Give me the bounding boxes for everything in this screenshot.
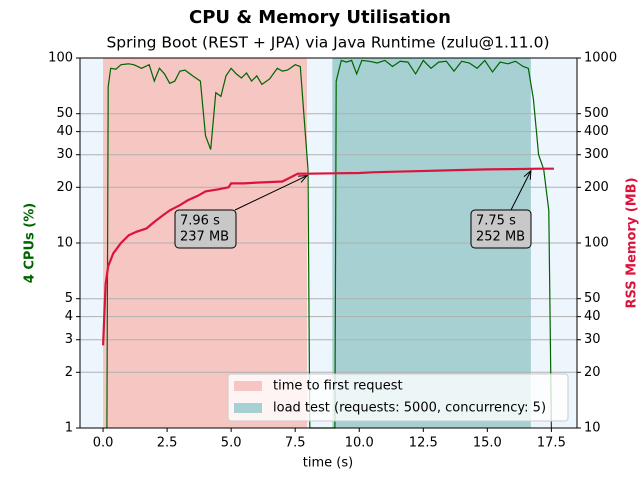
plot-frame: [79, 57, 578, 429]
y2-tick-label: 300: [584, 147, 609, 162]
y-tick-label: 40: [56, 124, 73, 139]
annotation-arrow: [234, 175, 308, 211]
y2-tick-label: 400: [584, 124, 609, 139]
x-tick-label: 0.0: [93, 436, 114, 451]
y2-tick-label: 40: [584, 309, 601, 324]
arrow-head: [523, 169, 532, 180]
y-tick-label: 4: [65, 309, 73, 324]
y-tick-label: 20: [56, 180, 73, 195]
x-tick-label: 2.5: [157, 436, 178, 451]
y2-tick-label: 30: [584, 332, 601, 347]
x-tick-label: 5.0: [221, 436, 242, 451]
legend-swatch: [234, 403, 262, 413]
y-tick-label: 30: [56, 147, 73, 162]
annotation-text: 7.96 s: [180, 214, 220, 229]
y-axis-label: 4 CPUs (%): [23, 203, 38, 283]
annotation-text: 7.75 s: [476, 214, 516, 229]
arrow-head: [297, 175, 309, 183]
y-tick-label: 3: [65, 332, 73, 347]
series-line: [106, 59, 552, 429]
x-tick-label: 12.5: [409, 436, 438, 451]
y2-tick-label: 200: [584, 180, 609, 195]
annotation-arrow: [510, 170, 532, 211]
chart-title: CPU & Memory Utilisation: [189, 7, 451, 28]
y2-tick-label: 100: [584, 236, 609, 251]
y-tick-label: 50: [56, 106, 73, 121]
y-tick-label: 5: [65, 291, 73, 306]
y-tick-label: 100: [48, 51, 73, 66]
x-tick-label: 10.0: [345, 436, 374, 451]
legend-label: load test (requests: 5000, concurrency: …: [273, 401, 546, 416]
chart-subtitle: Spring Boot (REST + JPA) via Java Runtim…: [106, 34, 549, 52]
x-tick-label: 15.0: [473, 436, 502, 451]
y2-tick-label: 20: [584, 365, 601, 380]
y2-tick-label: 1000: [584, 51, 617, 66]
legend-box: [227, 373, 569, 422]
x-tick-label: 7.5: [285, 436, 306, 451]
y2-tick-label: 500: [584, 106, 609, 121]
x-axis-label: time (s): [303, 456, 353, 471]
series-line: [102, 167, 554, 346]
annotation-box: [174, 209, 237, 249]
y2-tick-label: 10: [584, 421, 601, 436]
y-tick-label: 10: [56, 236, 73, 251]
y-tick-label: 2: [65, 365, 73, 380]
y2-tick-label: 50: [584, 291, 601, 306]
legend-label: time to first request: [273, 379, 403, 394]
y2-axis-label: RSS Memory (MB): [625, 177, 640, 308]
y-tick-label: 1: [65, 421, 73, 436]
x-tick-label: 17.5: [537, 436, 566, 451]
annotation-text: 237 MB: [180, 230, 229, 245]
legend-swatch: [234, 381, 262, 391]
annotation-text: 252 MB: [476, 230, 525, 245]
annotation-box: [470, 209, 532, 249]
